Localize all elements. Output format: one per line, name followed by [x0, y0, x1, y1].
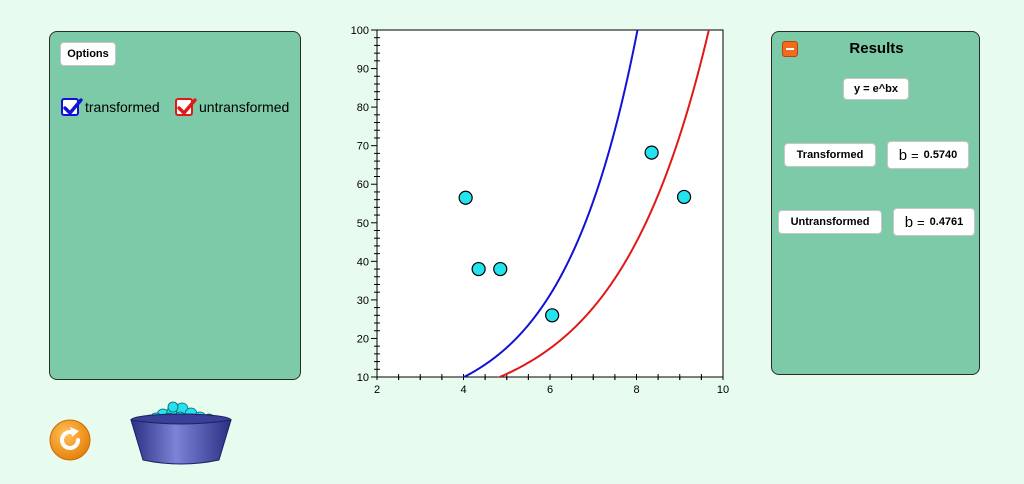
untransformed-checkbox[interactable]: untransformed — [175, 98, 289, 116]
untransformed-b-value: 0.4761 — [929, 216, 964, 228]
scatter-chart: 2 4 6 8 10 10 20 30 40 50 60 70 80 90 100 — [340, 18, 750, 403]
x-tick-label: 8 — [633, 384, 639, 396]
data-point — [471, 261, 486, 277]
options-panel: Options transformed untransformed — [49, 31, 301, 380]
untransformed-fit-curve — [497, 30, 710, 377]
y-tick-label: 30 — [357, 295, 369, 307]
untransformed-check-icon — [175, 98, 197, 116]
y-tick-label: 20 — [357, 333, 369, 345]
data-point — [493, 261, 508, 277]
options-button[interactable]: Options — [60, 42, 116, 66]
transformed-b-symbol: b — [898, 146, 908, 164]
ball-bucket-icon — [130, 401, 232, 465]
transformed-check-icon — [61, 98, 83, 116]
untransformed-b-symbol: b — [904, 213, 914, 231]
transformed-label: transformed — [85, 99, 160, 115]
results-panel: Results y = e^bx Transformed b = 0.5740 … — [771, 31, 980, 375]
transformed-button[interactable]: Transformed — [784, 143, 876, 167]
transformed-fit-curve — [461, 30, 639, 377]
data-point — [644, 145, 659, 160]
untransformed-equals: = — [917, 214, 925, 230]
x-tick-label: 4 — [460, 384, 466, 396]
collapse-button[interactable] — [782, 41, 798, 57]
y-tick-label: 80 — [357, 102, 369, 114]
y-tick-label: 100 — [351, 25, 369, 37]
data-point — [545, 308, 560, 323]
y-tick-label: 70 — [357, 141, 369, 153]
data-point — [676, 189, 692, 205]
untransformed-label: untransformed — [199, 99, 290, 115]
transformed-equals: = — [911, 147, 919, 163]
x-tick-label: 10 — [717, 384, 729, 396]
y-tick-label: 10 — [357, 372, 369, 384]
y-tick-label: 90 — [357, 64, 369, 76]
equation-label: y = e^bx — [843, 78, 909, 100]
y-tick-label: 60 — [357, 179, 369, 191]
untransformed-button[interactable]: Untransformed — [778, 210, 882, 234]
results-title: Results — [849, 40, 904, 57]
transformed-b-value: 0.5740 — [923, 149, 958, 161]
transformed-checkbox[interactable]: transformed — [61, 98, 160, 116]
y-tick-label: 50 — [357, 218, 369, 230]
x-tick-label: 6 — [547, 384, 553, 396]
chart-svg: 2 4 6 8 10 10 20 30 40 50 60 70 80 90 100 — [351, 25, 729, 396]
plot-area — [376, 29, 724, 378]
ball-bucket[interactable] — [129, 400, 233, 466]
data-point — [458, 190, 473, 205]
reset-button[interactable] — [49, 419, 91, 461]
untransformed-b-value-box: b = 0.4761 — [893, 208, 975, 236]
x-tick-label: 2 — [374, 384, 380, 396]
reset-icon — [49, 419, 91, 461]
y-tick-label: 40 — [357, 256, 369, 268]
transformed-b-value-box: b = 0.5740 — [887, 141, 969, 169]
